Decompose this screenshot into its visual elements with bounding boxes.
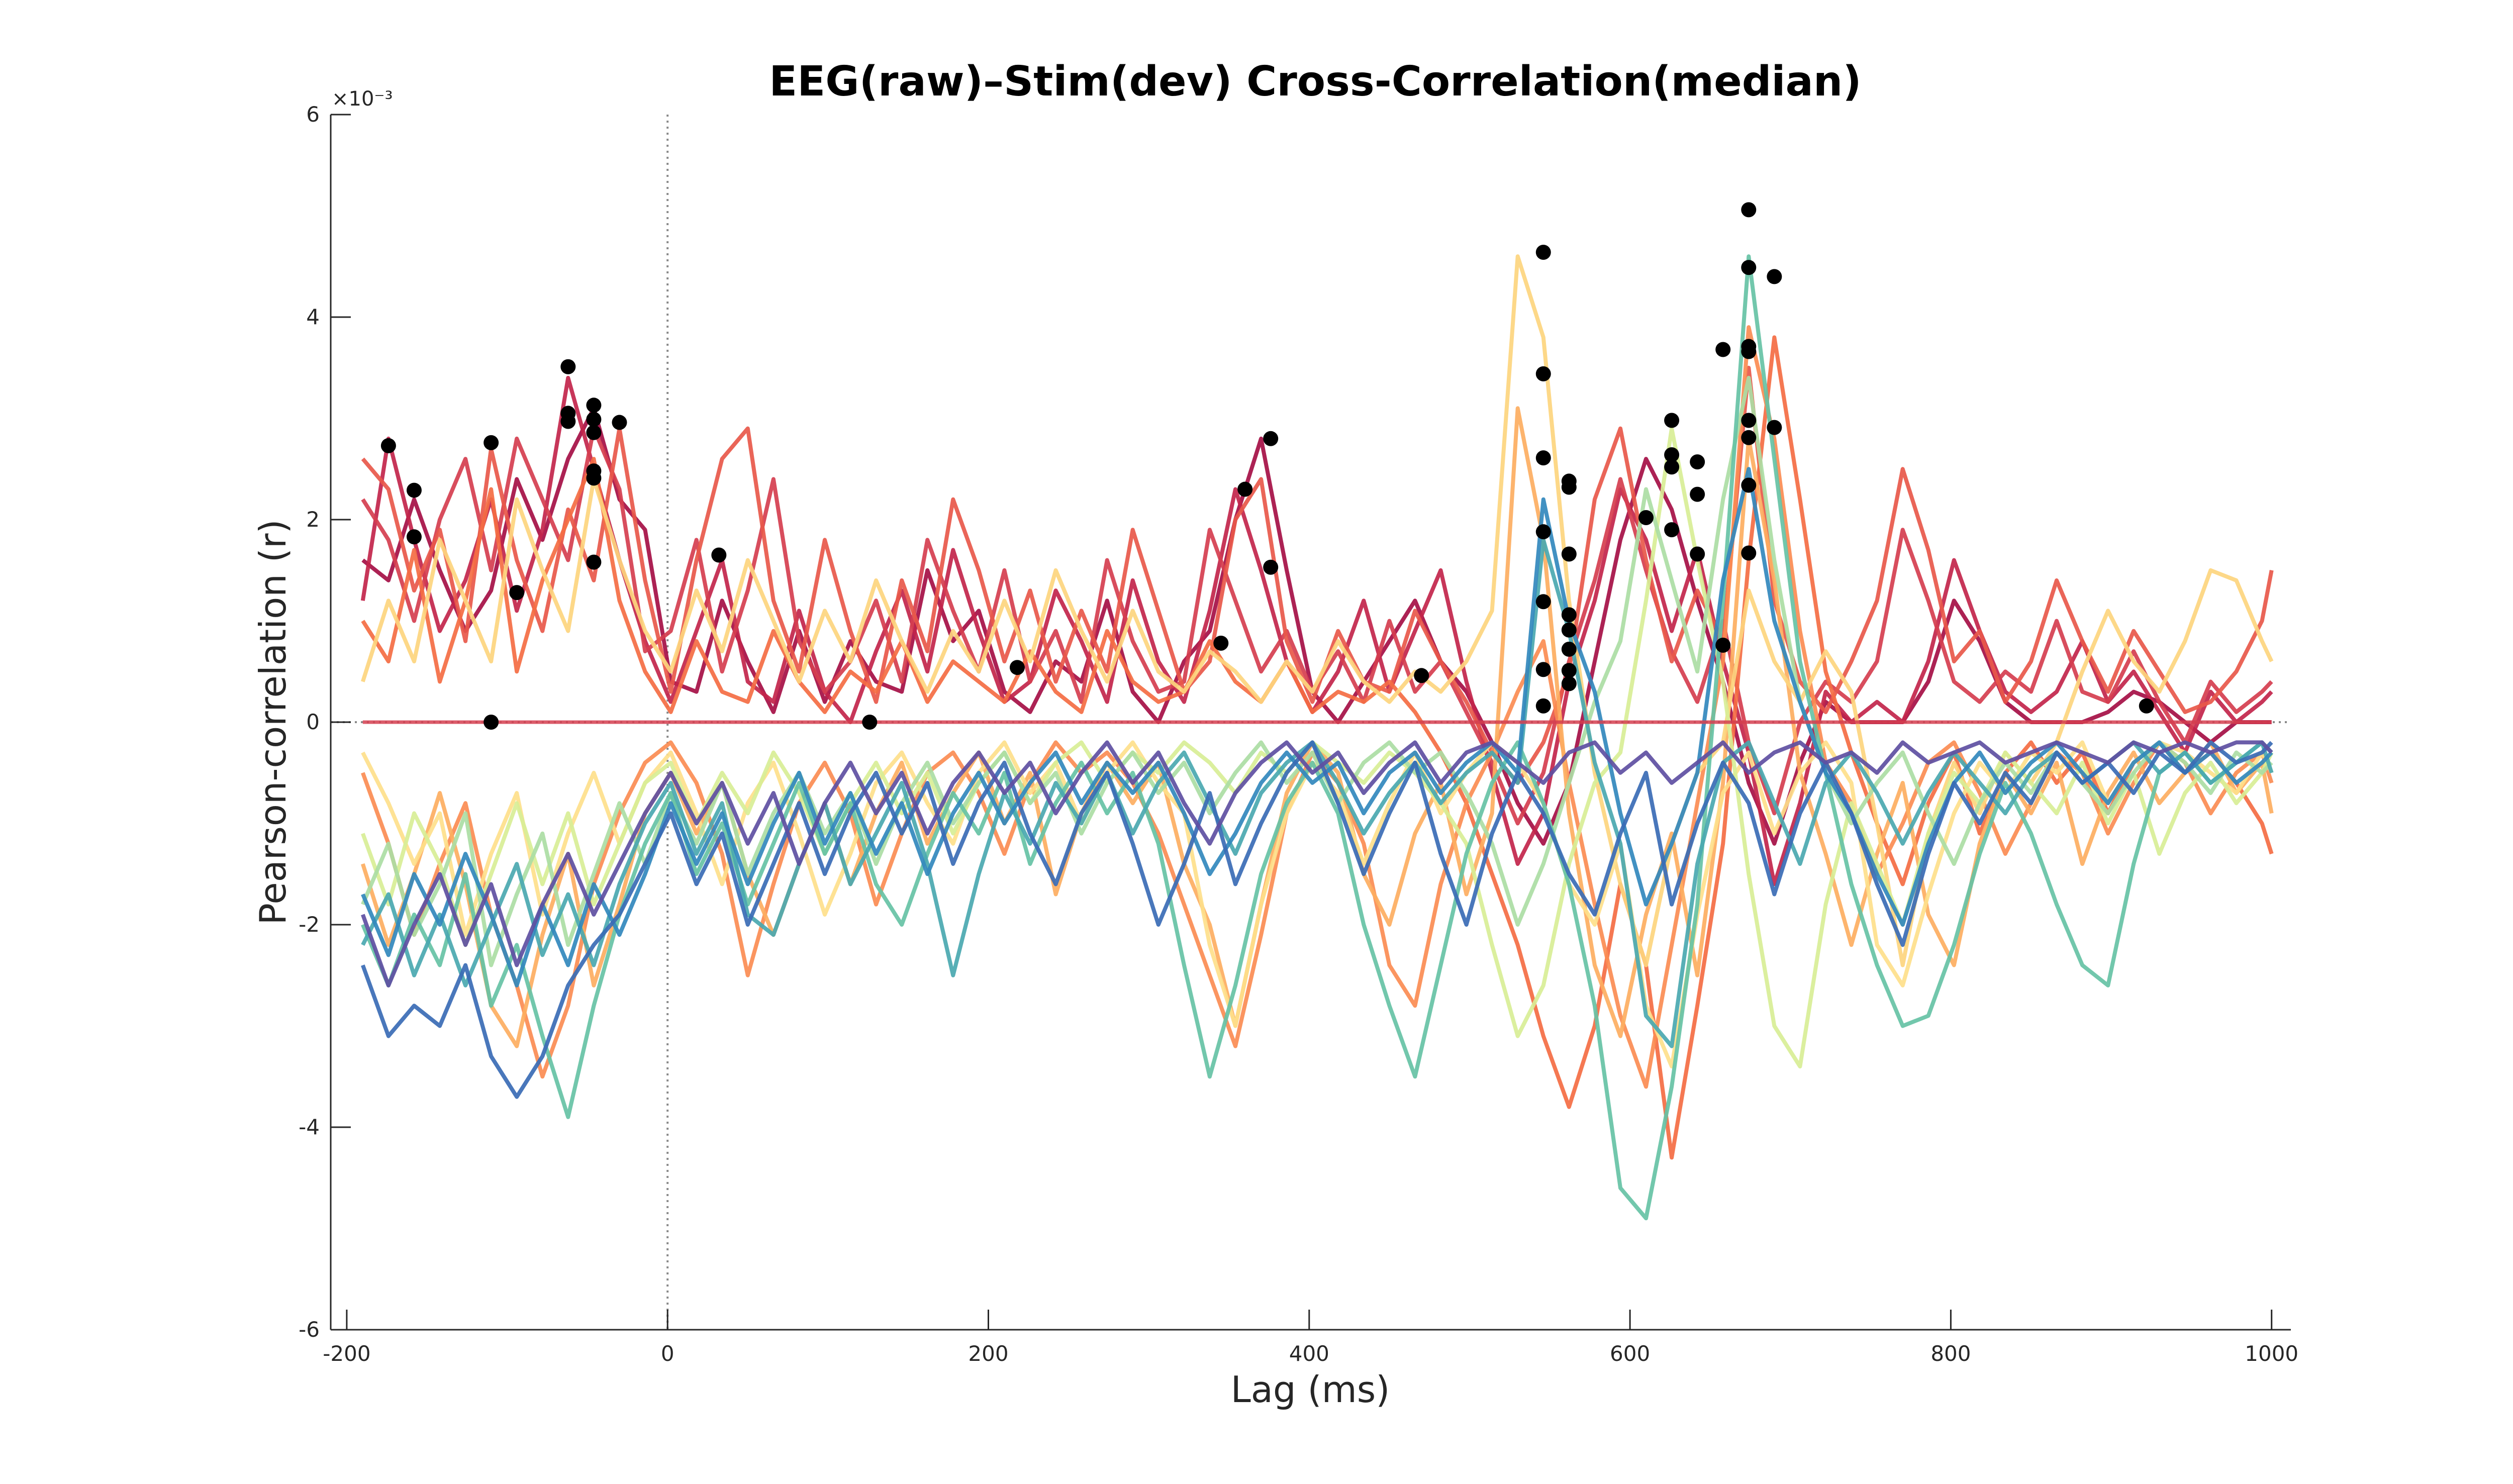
peak-marker-28 bbox=[1535, 524, 1551, 540]
series-line-5 bbox=[361, 335, 2274, 1160]
peak-marker-6 bbox=[509, 585, 525, 601]
x-tick-label: 1000 bbox=[2245, 1341, 2298, 1366]
peak-marker-5 bbox=[484, 715, 499, 730]
peak-marker-46 bbox=[1690, 486, 1705, 502]
y-tick-label: -6 bbox=[299, 1317, 320, 1342]
peak-marker-50 bbox=[1741, 202, 1757, 218]
peak-marker-19 bbox=[1009, 660, 1025, 675]
peak-marker-60 bbox=[2139, 698, 2154, 714]
peak-marker-54 bbox=[1741, 413, 1757, 428]
x-tick-label: 200 bbox=[968, 1341, 1008, 1366]
peak-marker-4 bbox=[484, 435, 499, 450]
peak-marker-48 bbox=[1715, 342, 1731, 357]
peak-marker-3 bbox=[406, 529, 422, 545]
x-tick-label: 400 bbox=[1289, 1341, 1329, 1366]
series-line-1 bbox=[361, 406, 2272, 846]
peak-marker-9 bbox=[560, 414, 576, 429]
peak-marker-57 bbox=[1741, 545, 1757, 561]
series-line-16 bbox=[361, 740, 2273, 987]
peak-marker-24 bbox=[1414, 668, 1429, 683]
peak-marker-25 bbox=[1535, 245, 1551, 260]
series-line-10 bbox=[361, 426, 2274, 1069]
peak-marker-44 bbox=[1664, 522, 1680, 538]
series-lines bbox=[360, 254, 2274, 1221]
peak-marker-31 bbox=[1535, 698, 1551, 714]
peak-marker-20 bbox=[1213, 635, 1229, 651]
peak-marker-37 bbox=[1561, 641, 1577, 657]
peak-marker-21 bbox=[1237, 481, 1253, 497]
peak-marker-12 bbox=[586, 425, 602, 440]
peak-marker-11 bbox=[586, 412, 602, 427]
x-axis-label: Lag (ms) bbox=[1231, 1368, 1390, 1411]
peak-marker-27 bbox=[1535, 450, 1551, 466]
y-tick-label: 4 bbox=[306, 305, 320, 329]
peak-marker-47 bbox=[1690, 546, 1705, 562]
peak-marker-18 bbox=[862, 715, 878, 730]
peak-marker-29 bbox=[1535, 594, 1551, 610]
peak-marker-7 bbox=[560, 359, 576, 374]
series-line-15 bbox=[361, 740, 2273, 1099]
peak-marker-58 bbox=[1767, 269, 1782, 284]
peak-marker-36 bbox=[1561, 622, 1577, 638]
series-line-2 bbox=[360, 375, 2273, 886]
peak-marker-16 bbox=[612, 415, 627, 430]
y-tick-label: -4 bbox=[299, 1115, 320, 1139]
peak-marker-51 bbox=[1741, 260, 1757, 275]
peak-marker-55 bbox=[1741, 430, 1757, 445]
peak-marker-33 bbox=[1561, 479, 1577, 495]
x-tick-label: -200 bbox=[323, 1341, 370, 1366]
x-tick-label: 0 bbox=[661, 1341, 674, 1366]
peak-marker-2 bbox=[406, 482, 422, 498]
peak-marker-53 bbox=[1741, 344, 1757, 359]
peak-marker-17 bbox=[711, 547, 727, 563]
peak-marker-23 bbox=[1263, 559, 1279, 575]
peak-marker-45 bbox=[1690, 454, 1705, 470]
peak-marker-34 bbox=[1561, 546, 1577, 562]
peak-marker-59 bbox=[1767, 420, 1782, 435]
peak-marker-43 bbox=[1664, 459, 1680, 475]
y-exponent-label: ×10⁻³ bbox=[332, 87, 393, 111]
peak-marker-14 bbox=[586, 470, 602, 486]
peak-marker-15 bbox=[586, 554, 602, 570]
peak-marker-30 bbox=[1535, 662, 1551, 677]
peak-marker-1 bbox=[380, 438, 396, 453]
y-tick-label: 6 bbox=[306, 102, 320, 127]
y-tick-label: 0 bbox=[306, 710, 320, 734]
peak-marker-49 bbox=[1715, 637, 1731, 653]
peak-marker-38 bbox=[1561, 663, 1577, 678]
x-tick-label: 600 bbox=[1610, 1341, 1650, 1366]
y-tick-label: 2 bbox=[306, 507, 320, 532]
y-tick-label: -2 bbox=[299, 912, 320, 937]
peak-marker-26 bbox=[1535, 366, 1551, 381]
peak-markers bbox=[380, 202, 2154, 730]
peak-marker-56 bbox=[1741, 477, 1757, 493]
peak-marker-40 bbox=[1638, 510, 1654, 525]
peak-marker-39 bbox=[1561, 676, 1577, 691]
peak-marker-10 bbox=[586, 398, 602, 413]
chart-title: EEG(raw)–Stim(dev) Cross-Correlation(med… bbox=[769, 58, 1861, 106]
peak-marker-41 bbox=[1664, 413, 1680, 428]
peak-marker-22 bbox=[1263, 431, 1279, 446]
peak-marker-42 bbox=[1664, 447, 1680, 463]
peak-marker-35 bbox=[1561, 607, 1577, 623]
x-tick-label: 800 bbox=[1930, 1341, 1971, 1366]
y-axis-label: Pearson-correlation (r) bbox=[252, 519, 294, 925]
tick-marks: -200 0 200 400 600 800 1000 -6 -4 -2 0 2 4 6 bbox=[299, 102, 2298, 1366]
